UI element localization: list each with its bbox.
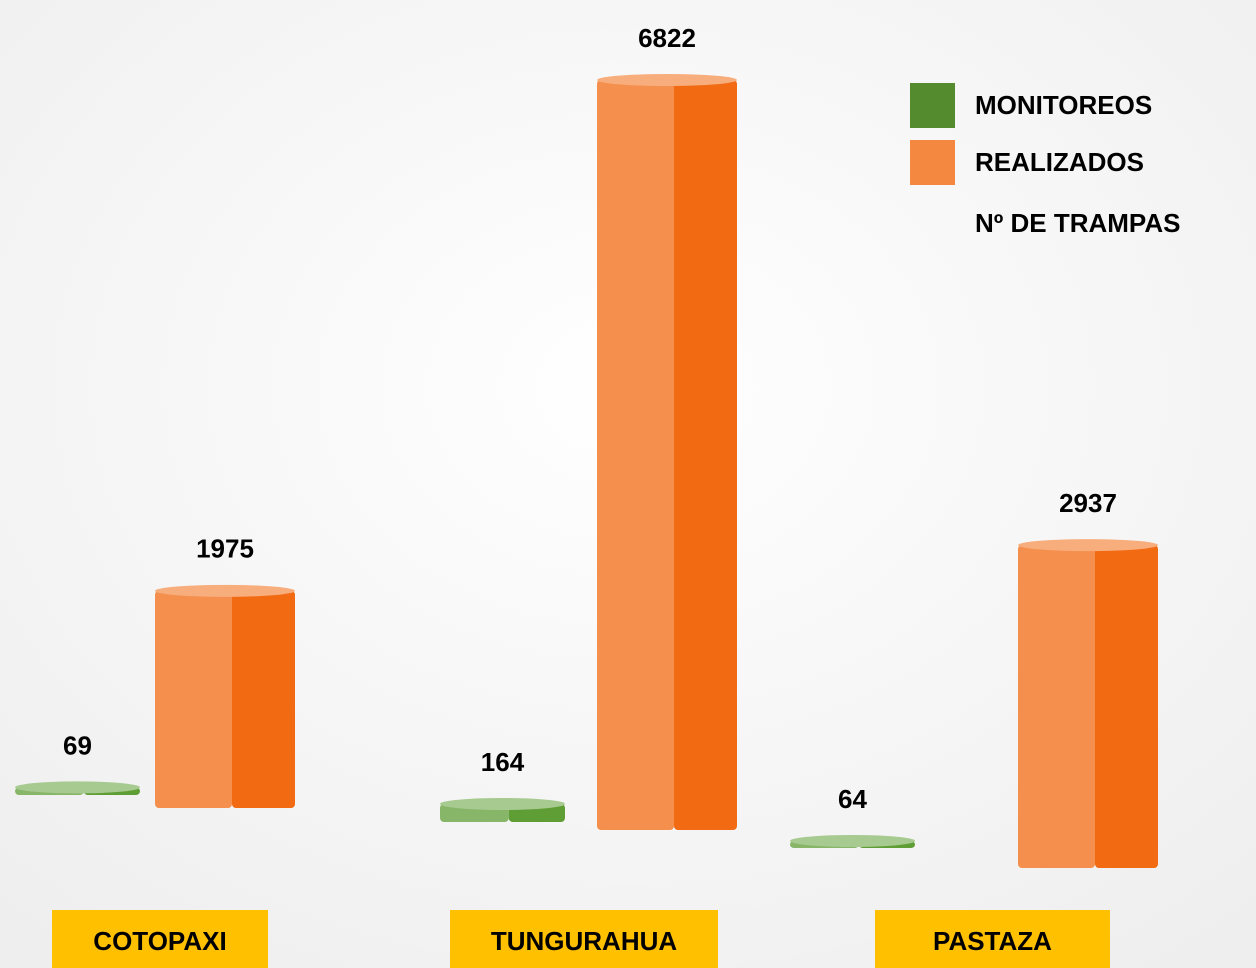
- x-tick-label: COTOPAXI: [93, 926, 226, 956]
- value-label: 1975: [196, 534, 254, 564]
- value-label: 69: [63, 730, 92, 760]
- bar-cap: [15, 781, 140, 794]
- bar-side: [1095, 545, 1158, 868]
- bar-front: [597, 80, 674, 830]
- x-tick-label: PASTAZA: [933, 926, 1052, 956]
- legend-note: Nº DE TRAMPAS: [975, 208, 1180, 238]
- value-label: 64: [838, 784, 867, 814]
- legend-label: REALIZADOS: [975, 147, 1144, 177]
- value-label: 2937: [1059, 488, 1117, 518]
- legend-label: MONITOREOS: [975, 90, 1152, 120]
- legend-swatch: [910, 83, 955, 128]
- bar-cap: [155, 584, 295, 597]
- bar-side: [674, 80, 737, 830]
- x-tick-label: TUNGURAHUA: [491, 926, 678, 956]
- bar-cap: [440, 797, 565, 810]
- bar-cap: [597, 74, 737, 86]
- category-box: [450, 910, 718, 968]
- bar-cap: [790, 834, 915, 847]
- bar-front: [155, 590, 232, 808]
- value-label: 164: [481, 747, 525, 777]
- bar-cap: [1018, 539, 1158, 552]
- legend-swatch: [910, 140, 955, 185]
- category-box: [875, 910, 1110, 968]
- bar-side: [232, 590, 295, 808]
- legend: Nº DE TRAMPAS MONITOREOS REALIZADOS: [910, 83, 1180, 238]
- value-label: 6822: [638, 23, 696, 53]
- category-box: [52, 910, 268, 968]
- bar-front: [1018, 545, 1095, 868]
